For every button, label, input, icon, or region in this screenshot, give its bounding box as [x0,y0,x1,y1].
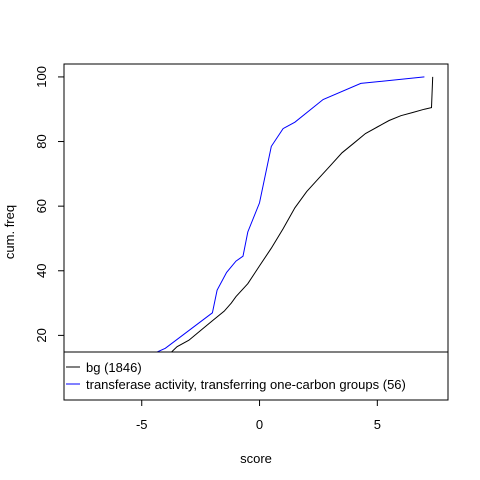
legend-box [63,351,449,401]
y-tick-label: 80 [34,134,49,148]
y-tick-label: 20 [34,328,49,342]
legend-text-bg: bg (1846) [86,360,142,375]
y-tick-label: 60 [34,199,49,213]
y-axis-label: cum. freq [2,205,17,259]
legend: bg (1846) transferase activity, transfer… [63,351,449,401]
x-tick-label: 0 [256,417,263,432]
axes: -5 0 5 20 40 60 80 100 [34,66,381,432]
x-tick-label: 5 [374,417,381,432]
series-layer [64,76,434,394]
y-tick-label: 40 [34,264,49,278]
series-line-0 [64,76,434,394]
y-tick-label: 100 [34,66,49,88]
plot-frame [63,63,449,401]
x-axis-label: score [240,451,272,466]
legend-text-transferase: transferase activity, transferring one-c… [86,377,406,392]
x-tick-label: -5 [136,417,148,432]
series-line-1 [64,76,425,394]
